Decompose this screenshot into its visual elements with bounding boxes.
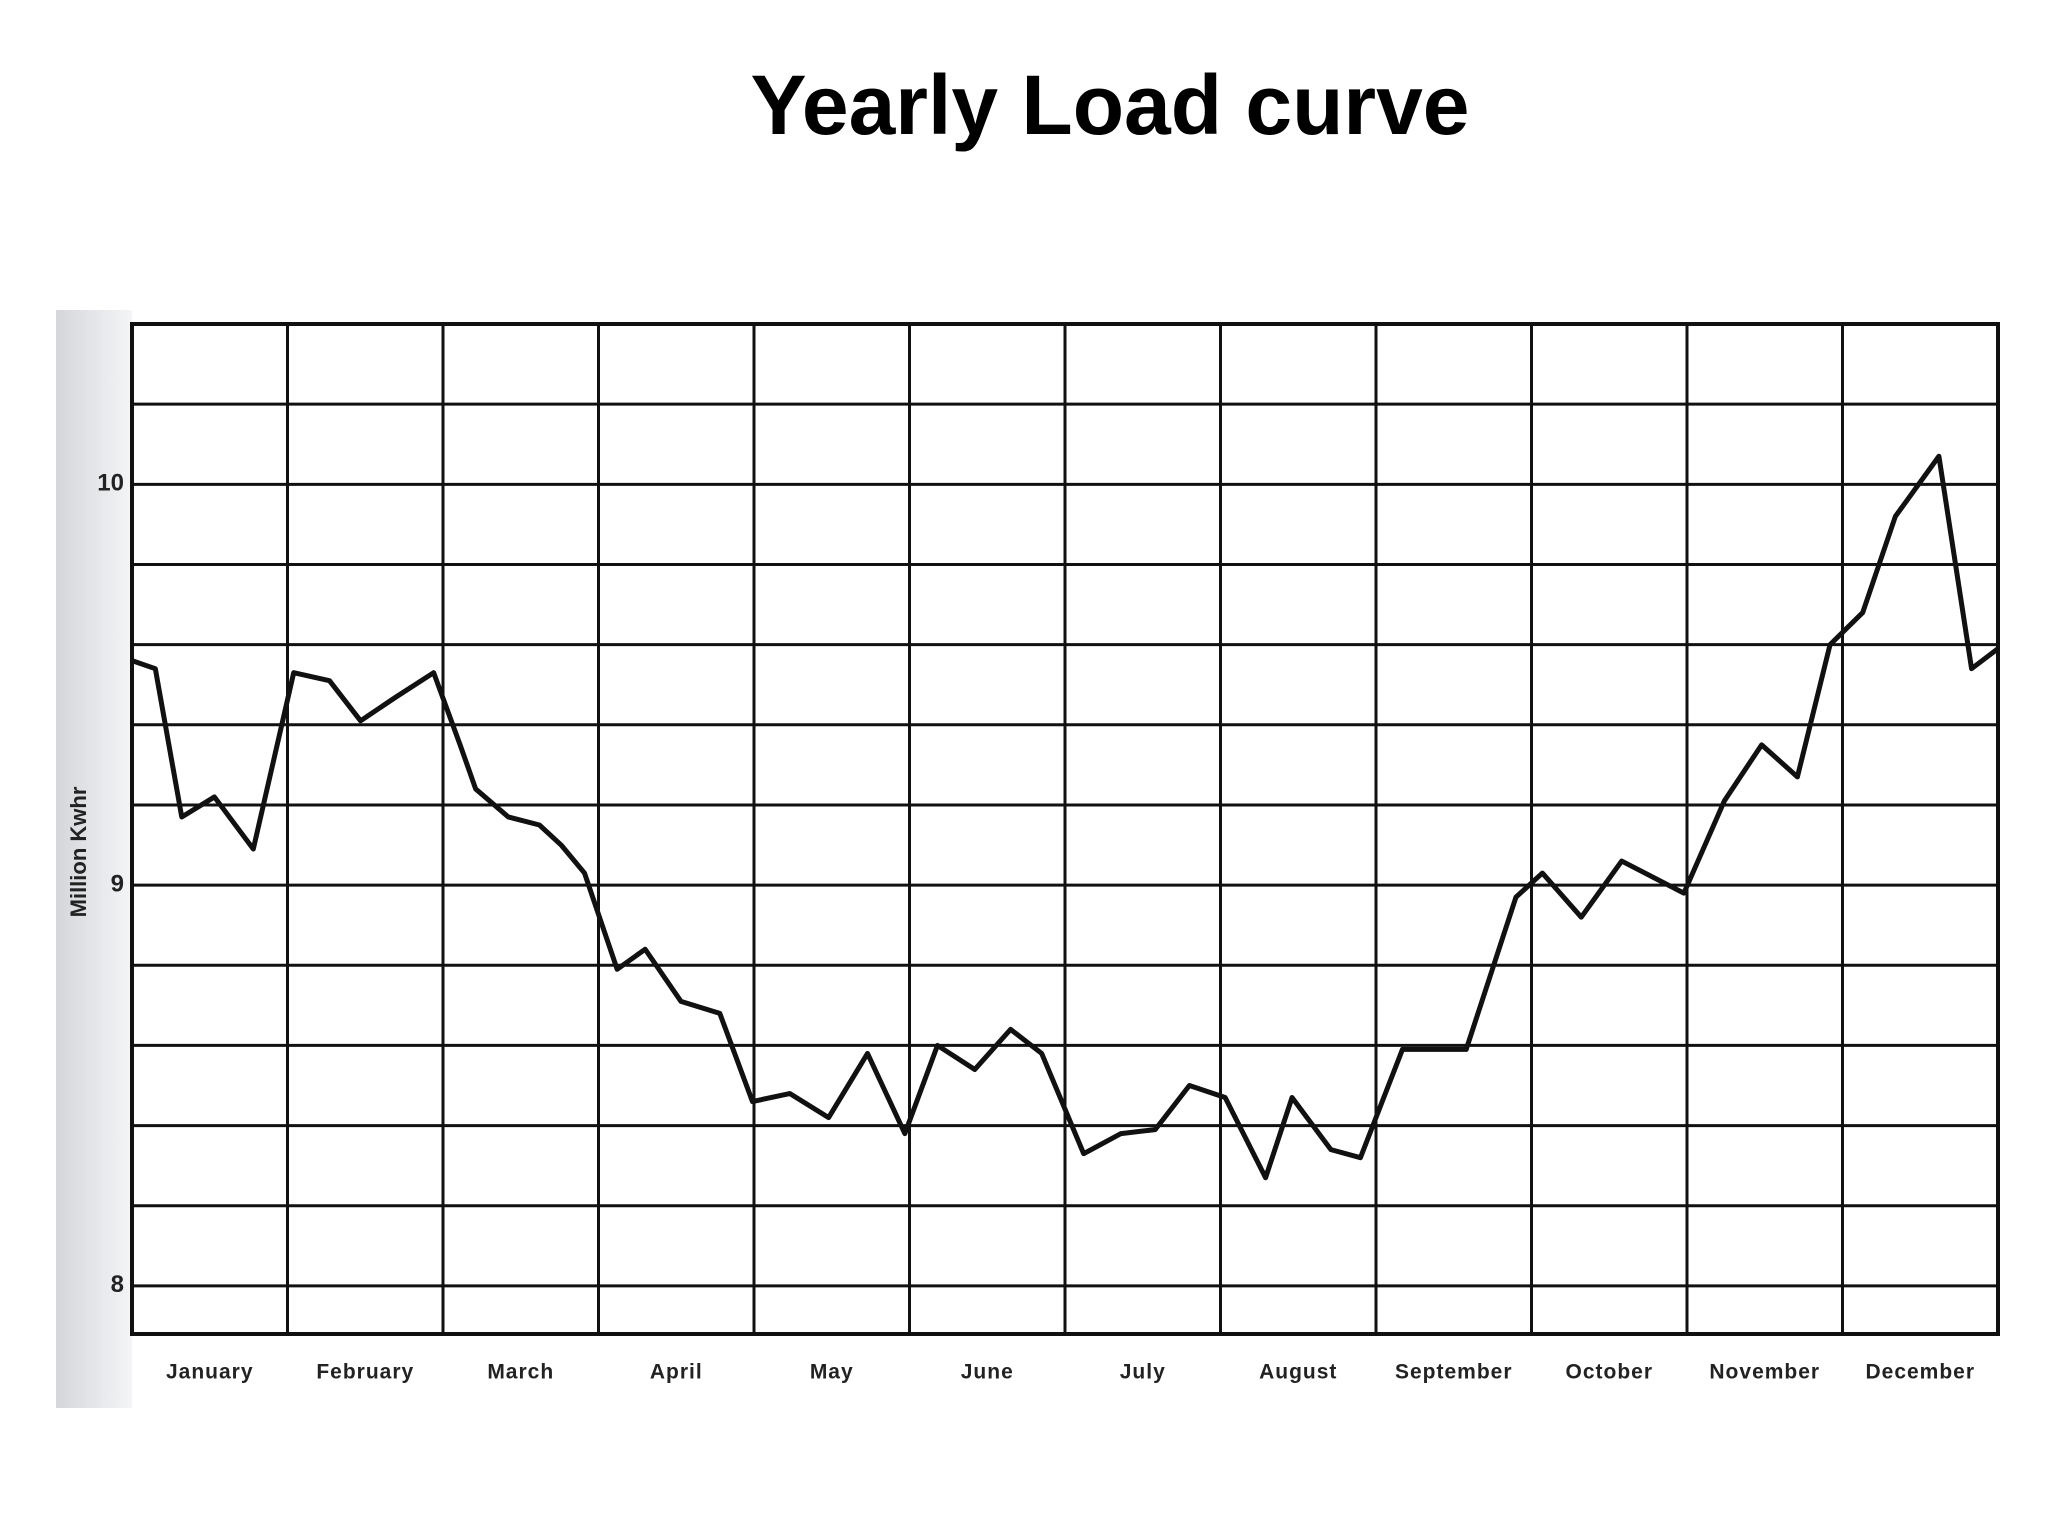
x-tick-label: January bbox=[166, 1361, 254, 1384]
chart-title: Yearly Load curve bbox=[750, 58, 1469, 152]
x-tick-label: June bbox=[961, 1361, 1014, 1384]
y-axis-label: Million Kwhr bbox=[66, 786, 91, 917]
x-tick-label: November bbox=[1709, 1361, 1820, 1384]
x-tick-label: December bbox=[1865, 1361, 1975, 1384]
x-tick-label: August bbox=[1259, 1361, 1337, 1384]
paper-shade bbox=[56, 310, 132, 1408]
y-tick-label: 10 bbox=[97, 470, 124, 497]
y-tick-label: 8 bbox=[111, 1271, 124, 1298]
x-tick-label: October bbox=[1565, 1361, 1653, 1384]
x-tick-label: April bbox=[650, 1361, 703, 1384]
x-tick-label: July bbox=[1120, 1361, 1166, 1384]
x-tick-label: September bbox=[1395, 1361, 1513, 1384]
y-tick-label: 9 bbox=[111, 870, 124, 897]
x-tick-label: February bbox=[316, 1361, 414, 1384]
load-curve bbox=[131, 453, 2000, 1181]
x-tick-label: May bbox=[810, 1361, 854, 1384]
x-tick-label: March bbox=[487, 1361, 554, 1384]
